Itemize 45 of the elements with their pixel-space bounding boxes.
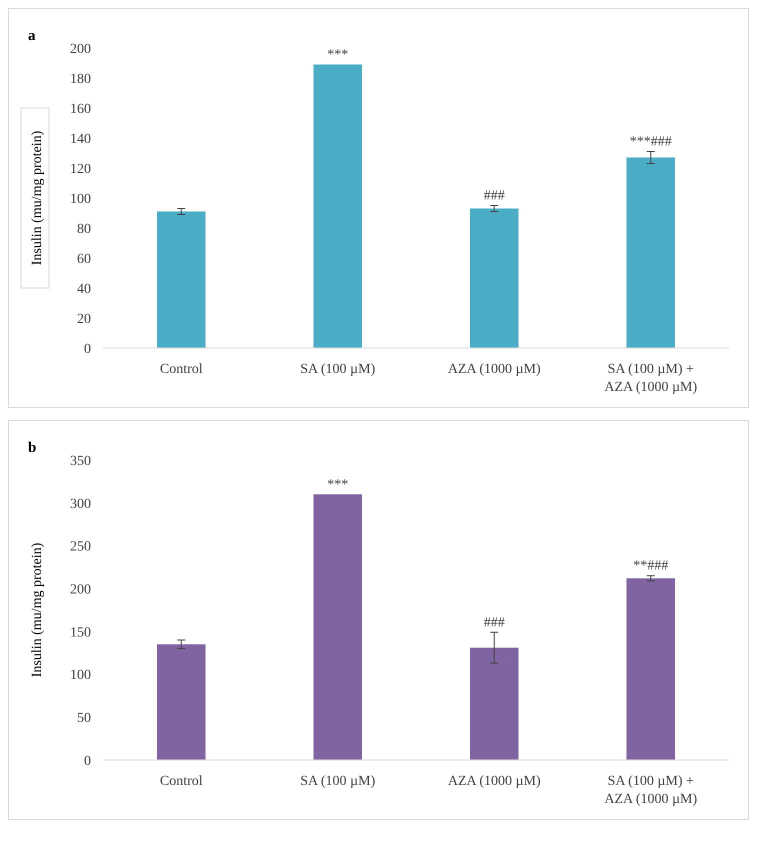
y-tick-label: 180 (70, 72, 91, 87)
bar (470, 208, 519, 348)
y-axis-title: Insulin (mu/mg protein) (30, 130, 45, 266)
annotation: ***### (630, 134, 672, 150)
y-tick-label: 20 (77, 312, 91, 327)
annotation: *** (327, 477, 348, 492)
y-tick-label: 200 (70, 42, 91, 57)
y-tick-label: 140 (70, 132, 91, 147)
y-tick-label: 120 (70, 162, 91, 177)
x-tick-label: SA (100 µM) + AZA (1000 µM) (604, 774, 698, 807)
bar (313, 494, 362, 760)
y-tick-label: 50 (77, 711, 91, 726)
y-tick-label: 350 (70, 454, 91, 469)
y-tick-label: 80 (77, 222, 91, 237)
x-tick-label: SA (100 µM) (300, 362, 376, 377)
annotation: ### (484, 188, 505, 204)
y-tick-label: 250 (70, 540, 91, 555)
bar (626, 158, 676, 348)
x-tick-label: AZA (1000 µM) (448, 774, 542, 789)
x-tick-label: AZA (1000 µM) (448, 362, 542, 377)
x-tick-label: Control (160, 362, 203, 377)
bar (156, 644, 206, 760)
y-tick-label: 200 (70, 582, 91, 598)
x-tick-label: Control (160, 774, 203, 789)
annotation: **### (633, 558, 668, 574)
y-tick-label: 40 (77, 282, 91, 297)
chart-title: a (28, 28, 36, 44)
y-axis-title: Insulin (mu/mg protein) (30, 542, 45, 678)
bar (313, 64, 362, 348)
y-tick-label: 100 (70, 192, 91, 207)
y-tick-label: 0 (84, 754, 91, 769)
bar (626, 578, 676, 760)
y-tick-label: 60 (77, 252, 91, 267)
x-tick-label: SA (100 µM) + AZA (1000 µM) (604, 362, 698, 395)
y-tick-label: 0 (84, 342, 91, 357)
annotation: ### (484, 615, 505, 630)
annotation: *** (327, 48, 348, 62)
y-tick-label: 150 (70, 625, 91, 640)
x-tick-label: SA (100 µM) (300, 774, 376, 789)
bar (156, 212, 206, 348)
y-tick-label: 100 (70, 668, 91, 684)
bar (470, 648, 519, 760)
y-tick-label: 160 (70, 102, 91, 117)
y-tick-label: 300 (70, 496, 91, 512)
chart-title: b (28, 440, 36, 456)
